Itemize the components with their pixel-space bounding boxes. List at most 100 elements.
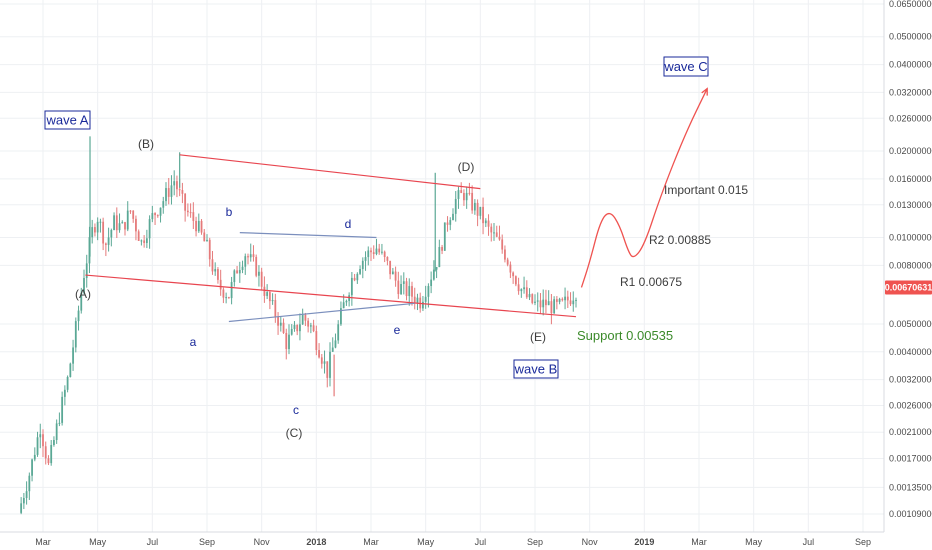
candle-body [370,250,372,253]
y-tick-label: 0.04000000 [889,60,932,70]
y-tick-label: 0.00320000 [889,375,932,385]
candle-body [233,270,236,283]
candle-body [137,231,140,241]
candle-body [405,281,408,297]
x-tick-label: Jul [475,537,487,547]
candle-body [61,396,64,423]
candle-body [58,422,61,424]
candle-body [192,212,195,221]
candle-body [555,299,558,302]
candle-body [211,259,214,272]
candle-body [252,254,255,257]
candle-body [536,300,539,302]
candle-body [102,221,105,244]
projection-path [580,88,708,288]
candle-body [326,361,329,378]
candle-body [28,475,31,492]
candle-body [452,213,454,221]
candle-body [424,296,427,302]
candle-body [236,270,238,274]
candle-body [331,347,334,352]
candle-body [348,295,351,301]
candle-body [148,219,151,239]
candle-body [227,297,230,299]
candle-body [195,220,197,232]
candle-body [72,347,74,364]
x-tick-label: Mar [363,537,379,547]
candle-body [416,297,419,303]
candle-body [282,322,285,333]
candle-body [381,251,383,253]
x-tick-label: 2018 [306,537,326,547]
label-d: d [345,217,352,231]
y-tick-label: 0.00170000 [889,454,932,464]
support-label: Support 0.00535 [577,328,673,343]
candle-body [170,185,173,197]
candle-body [534,301,536,303]
candle-body [247,256,249,258]
x-tick-label: Sep [855,537,871,547]
candle-body [520,289,523,292]
y-tick-label: 0.00800000 [889,260,932,270]
candle-body [104,243,107,245]
candle-body [383,251,386,258]
candle-body [334,340,337,348]
candle-body [156,215,159,217]
candle-body [350,277,353,296]
candle-body [208,239,211,260]
candle-body [427,286,430,297]
candle-body [53,440,55,445]
label-a: a [190,335,197,349]
channel-upper-line [179,154,481,190]
candle-body [124,222,126,230]
candle-body [465,192,468,201]
wave-c-box: wave C [663,56,709,77]
y-tick-label: 0.06500000 [889,0,932,9]
projection-arrowhead [701,87,708,96]
candle-body [20,503,23,513]
r2-label: R2 0.00885 [649,233,711,247]
candle-body [501,239,504,250]
candle-body [167,188,170,197]
x-tick-label: May [89,537,107,547]
candle-body [307,320,310,327]
candle-body [135,218,137,232]
candle-body [159,207,162,216]
candle-body [441,247,443,251]
wave-a-label: wave A [46,113,89,128]
candle-body [225,297,228,299]
candle-body [121,222,124,224]
y-tick-label: 0.01600000 [889,174,932,184]
candle-body [277,316,279,326]
candle-body [200,220,203,233]
trend-lines [85,87,708,323]
candle-body [217,269,219,280]
candle-body [47,458,50,464]
candle-body [378,248,381,253]
x-tick-label: Mar [691,537,707,547]
candle-body [547,301,550,306]
candle-body [353,277,356,281]
candle-body [397,280,400,295]
candle-body [241,266,244,270]
candle-body [63,389,66,397]
candle-body [110,230,113,238]
candle-body [531,294,534,303]
candle-body [42,434,44,447]
candle-body [318,350,320,358]
candle-body [44,446,47,459]
candle-body [22,497,25,504]
label-B-paren: (B) [138,137,154,151]
y-tick-label: 0.01000000 [889,233,932,243]
x-tick-label: May [417,537,435,547]
candle-body [542,299,545,308]
candle-body [457,190,460,199]
candle-body [143,240,146,243]
y-tick-label: 0.00135000 [889,482,932,492]
candle-body [356,273,359,281]
candle-body [460,190,463,193]
candle-body [129,210,132,212]
candle-body [479,206,482,216]
candle-body [184,193,187,211]
candle-body [304,314,307,321]
